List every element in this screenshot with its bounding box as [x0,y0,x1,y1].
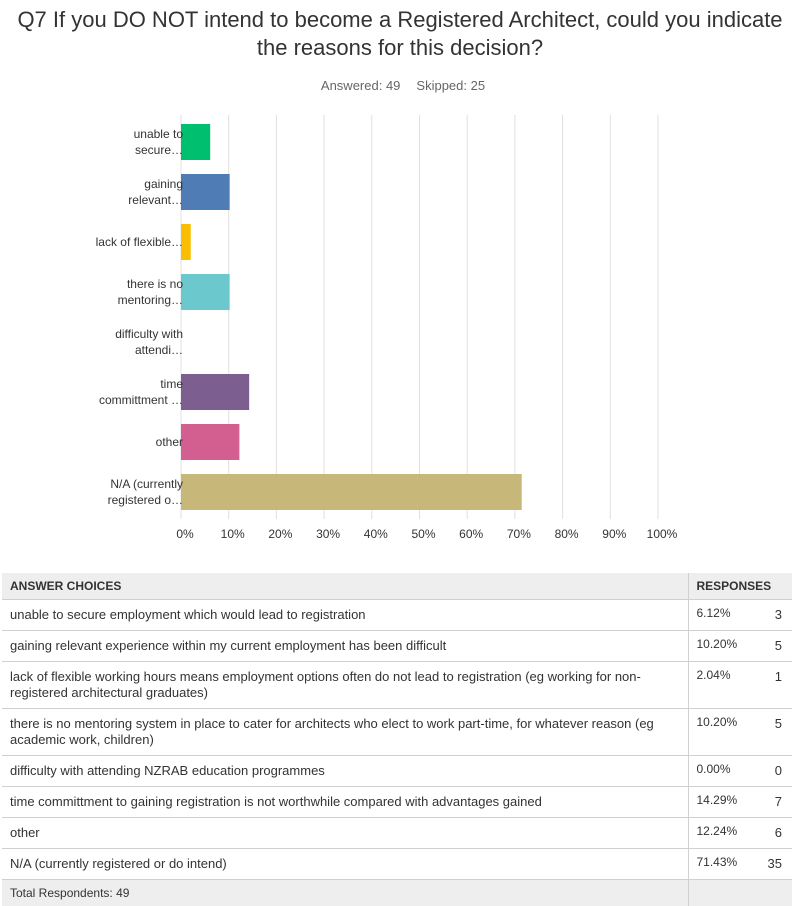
bar [181,374,249,410]
category-label: time committment … [93,367,183,417]
x-tick-label: 40% [364,527,388,541]
header: ANSWER CHOICES [2,573,688,600]
header-row: ANSWER CHOICES RESPONSES [2,573,792,600]
table-row: gaining relevant experience within my cu… [2,631,792,662]
category-label: unable to secure… [93,117,183,167]
category-label: other [93,417,183,467]
x-tick-label: 20% [268,527,292,541]
answer-choice: N/A (currently registered or do intend) [2,849,688,880]
total-blank [688,880,792,906]
response-percent: 71.43% [688,849,750,880]
response-percent: 6.12% [688,600,750,631]
response-percent: 0.00% [688,756,750,787]
x-tick-label: 0% [176,527,194,541]
response-count: 7 [750,787,792,818]
response-percent: 2.04% [688,662,750,709]
answer-choice: unable to secure employment which would … [2,600,688,631]
x-tick-label: 60% [459,527,483,541]
x-tick-label: 30% [316,527,340,541]
answer-choice: other [2,818,688,849]
answer-choice: difficulty with attending NZRAB educatio… [2,756,688,787]
response-count: 35 [750,849,792,880]
response-percent: 10.20% [688,709,750,756]
response-count: 3 [750,600,792,631]
bar [181,474,522,510]
response-percent: 12.24% [688,818,750,849]
x-tick-label: 70% [507,527,531,541]
category-label: there is no mentoring… [93,267,183,317]
response-percent: 10.20% [688,631,750,662]
x-tick-label: 50% [411,527,435,541]
bar [181,174,230,210]
response-count: 6 [750,818,792,849]
answer-choice: time committment to gaining registration… [2,787,688,818]
x-tick-label: 100% [647,527,678,541]
category-label: N/A (currently registered o… [93,467,183,517]
response-count: 5 [750,709,792,756]
table-row: time committment to gaining registration… [2,787,792,818]
x-tick-label: 80% [555,527,579,541]
answer-choice: there is no mentoring system in place to… [2,709,688,756]
table-row: difficulty with attending NZRAB educatio… [2,756,792,787]
table-row: unable to secure employment which would … [2,600,792,631]
bar [181,124,210,160]
table-row: N/A (currently registered or do intend)7… [2,849,792,880]
response-count: 5 [750,631,792,662]
response-count: 0 [750,756,792,787]
x-tick-label: 90% [602,527,626,541]
category-label: difficulty with attendi… [93,317,183,367]
total-row: Total Respondents: 49 [2,880,792,906]
total-respondents: Total Respondents: 49 [2,880,688,906]
response-count: 1 [750,662,792,709]
bar [181,274,230,310]
table-row: there is no mentoring system in place to… [2,709,792,756]
bar [181,424,239,460]
answer-choice: gaining relevant experience within my cu… [2,631,688,662]
answer-choice: lack of flexible working hours means emp… [2,662,688,709]
responses-table: ANSWER CHOICES RESPONSES unable to secur… [2,573,792,906]
x-tick-label: 10% [221,527,245,541]
response-percent: 14.29% [688,787,750,818]
table-row: lack of flexible working hours means emp… [2,662,792,709]
category-label: gaining relevant… [93,167,183,217]
category-label: lack of flexible… [93,217,183,267]
header: RESPONSES [688,573,792,600]
